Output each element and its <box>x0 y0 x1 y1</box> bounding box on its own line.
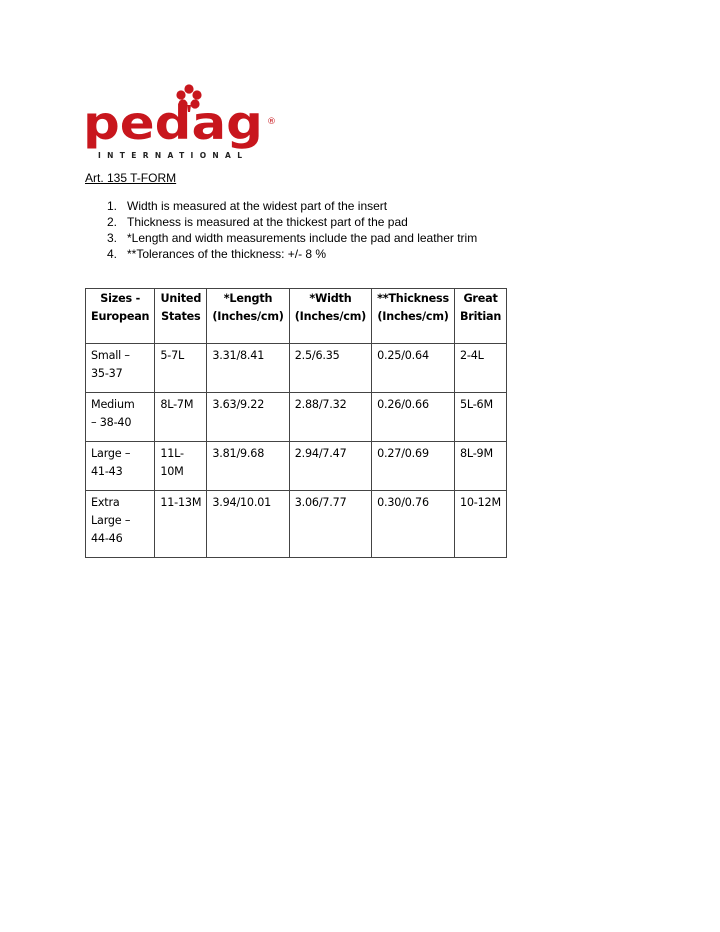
header-line: Great <box>463 292 498 305</box>
header-line: *Width <box>309 292 352 305</box>
cell-line: 35-37 <box>91 367 123 380</box>
note-text: Width is measured at the widest part of … <box>127 199 388 213</box>
table-cell: 3.94/10.01 <box>206 490 290 558</box>
table-cell: 11L-10M <box>154 441 208 491</box>
logo-subtitle: INTERNATIONAL <box>98 151 248 160</box>
table-cell: 5-7L <box>154 343 208 393</box>
table-cell: 2.5/6.35 <box>288 343 373 393</box>
logo-wordmark: pedag <box>83 96 263 150</box>
header-line: Britian <box>459 310 502 323</box>
column-header: United States <box>154 288 208 344</box>
header-line: **Thickness <box>377 292 449 305</box>
note-text: Thickness is measured at the thickest pa… <box>127 215 408 229</box>
cell-line: Large – <box>91 447 131 460</box>
flower-icon <box>176 84 202 112</box>
table-header-row: Sizes - European United States *Length (Inche… <box>84 288 508 344</box>
table-cell: 8L-7M <box>154 392 208 442</box>
table-cell: 3.81/9.68 <box>206 441 290 491</box>
table-cell: 0.27/0.69 <box>371 441 455 491</box>
table-cell: Large – 41-43 <box>84 441 156 491</box>
table-cell: 0.26/0.66 <box>371 392 455 442</box>
table-cell: 3.63/9.22 <box>206 392 290 442</box>
header-line: States <box>161 310 201 323</box>
header-line: *Length <box>223 292 273 305</box>
header-line: United <box>160 292 202 305</box>
note-number: 1. <box>107 199 118 213</box>
cell-line: Medium <box>91 398 135 411</box>
column-header: Sizes - European <box>84 288 156 344</box>
table-cell: 8L-9M <box>453 441 508 491</box>
column-header: *Length (Inches/cm) <box>206 288 290 344</box>
header-line: (Inches/cm) <box>212 310 284 323</box>
table-row: Medium – 38-40 8L-7M 3.63/9.22 2.88/7.32 0.26… <box>84 392 508 442</box>
table-cell: 3.06/7.77 <box>288 490 373 558</box>
header-line: (Inches/cm) <box>294 310 367 323</box>
header-line: European <box>91 310 150 323</box>
pedag-logo: pedag ® INTERNATIONAL <box>83 84 276 160</box>
table-cell: 2-4L <box>453 343 508 393</box>
table-cell: 5L-6M <box>453 392 508 442</box>
note-number: 4. <box>107 247 118 261</box>
note-number: 3. <box>107 231 118 245</box>
table-cell: 2.94/7.47 <box>288 441 373 491</box>
header-line: (Inches/cm) <box>377 310 449 323</box>
note-text: **Tolerances of the thickness: +/- 8 % <box>127 247 327 261</box>
column-header: *Width (Inches/cm) <box>288 288 373 344</box>
table-cell: 0.25/0.64 <box>371 343 455 393</box>
cell-line: 41-43 <box>91 465 123 478</box>
note-text: *Length and width measurements include t… <box>127 231 478 245</box>
header-line: Sizes - <box>100 292 141 305</box>
column-header: Great Britian <box>453 288 508 344</box>
cell-line: – 38-40 <box>91 416 132 429</box>
table-row: Large – 41-43 11L-10M 3.81/9.68 2.94/7.47 0.2… <box>84 441 508 491</box>
cell-line: 44-46 <box>91 532 123 545</box>
table-cell: Small – 35-37 <box>84 343 156 393</box>
table-cell: 10-12M <box>453 490 508 558</box>
cell-line: Large – <box>91 514 131 527</box>
table-cell: 3.31/8.41 <box>206 343 290 393</box>
table-cell: 2.88/7.32 <box>288 392 373 442</box>
registered-mark: ® <box>267 117 276 127</box>
table-cell: Extra Large – 44-46 <box>84 490 156 558</box>
table-row: Small – 35-37 5-7L 3.31/8.41 2.5/6.35 0.25/0.… <box>84 343 508 393</box>
table-cell: 11-13M <box>154 490 208 558</box>
column-header: **Thickness (Inches/cm) <box>371 288 455 344</box>
cell-line: Extra <box>91 496 120 509</box>
table-row: Extra Large – 44-46 11-13M 3.94/10.01 3.06/7.… <box>84 490 508 558</box>
size-table: Sizes - European United States *Length (Inche… <box>84 288 508 558</box>
document-title: Art. 135 T-FORM <box>85 171 177 185</box>
table-cell: 0.30/0.76 <box>371 490 455 558</box>
cell-line: Small – <box>91 349 130 362</box>
table-cell: Medium – 38-40 <box>84 392 156 442</box>
note-number: 2. <box>107 215 118 229</box>
